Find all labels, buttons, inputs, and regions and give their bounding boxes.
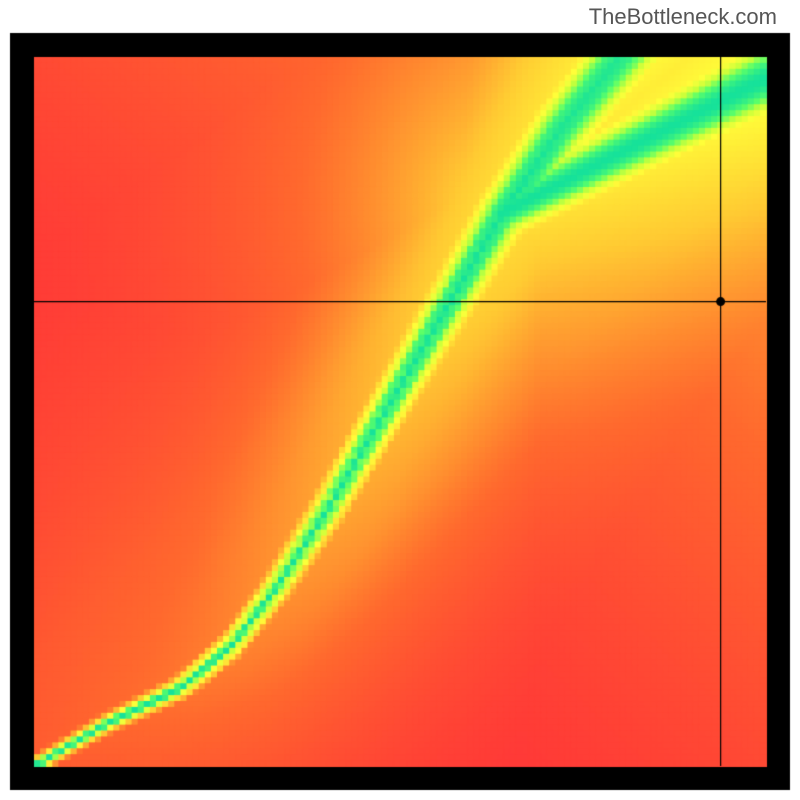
figure-container: TheBottleneck.com bbox=[0, 0, 800, 800]
watermark-text: TheBottleneck.com bbox=[589, 4, 777, 30]
bottleneck-heatmap bbox=[0, 0, 800, 800]
